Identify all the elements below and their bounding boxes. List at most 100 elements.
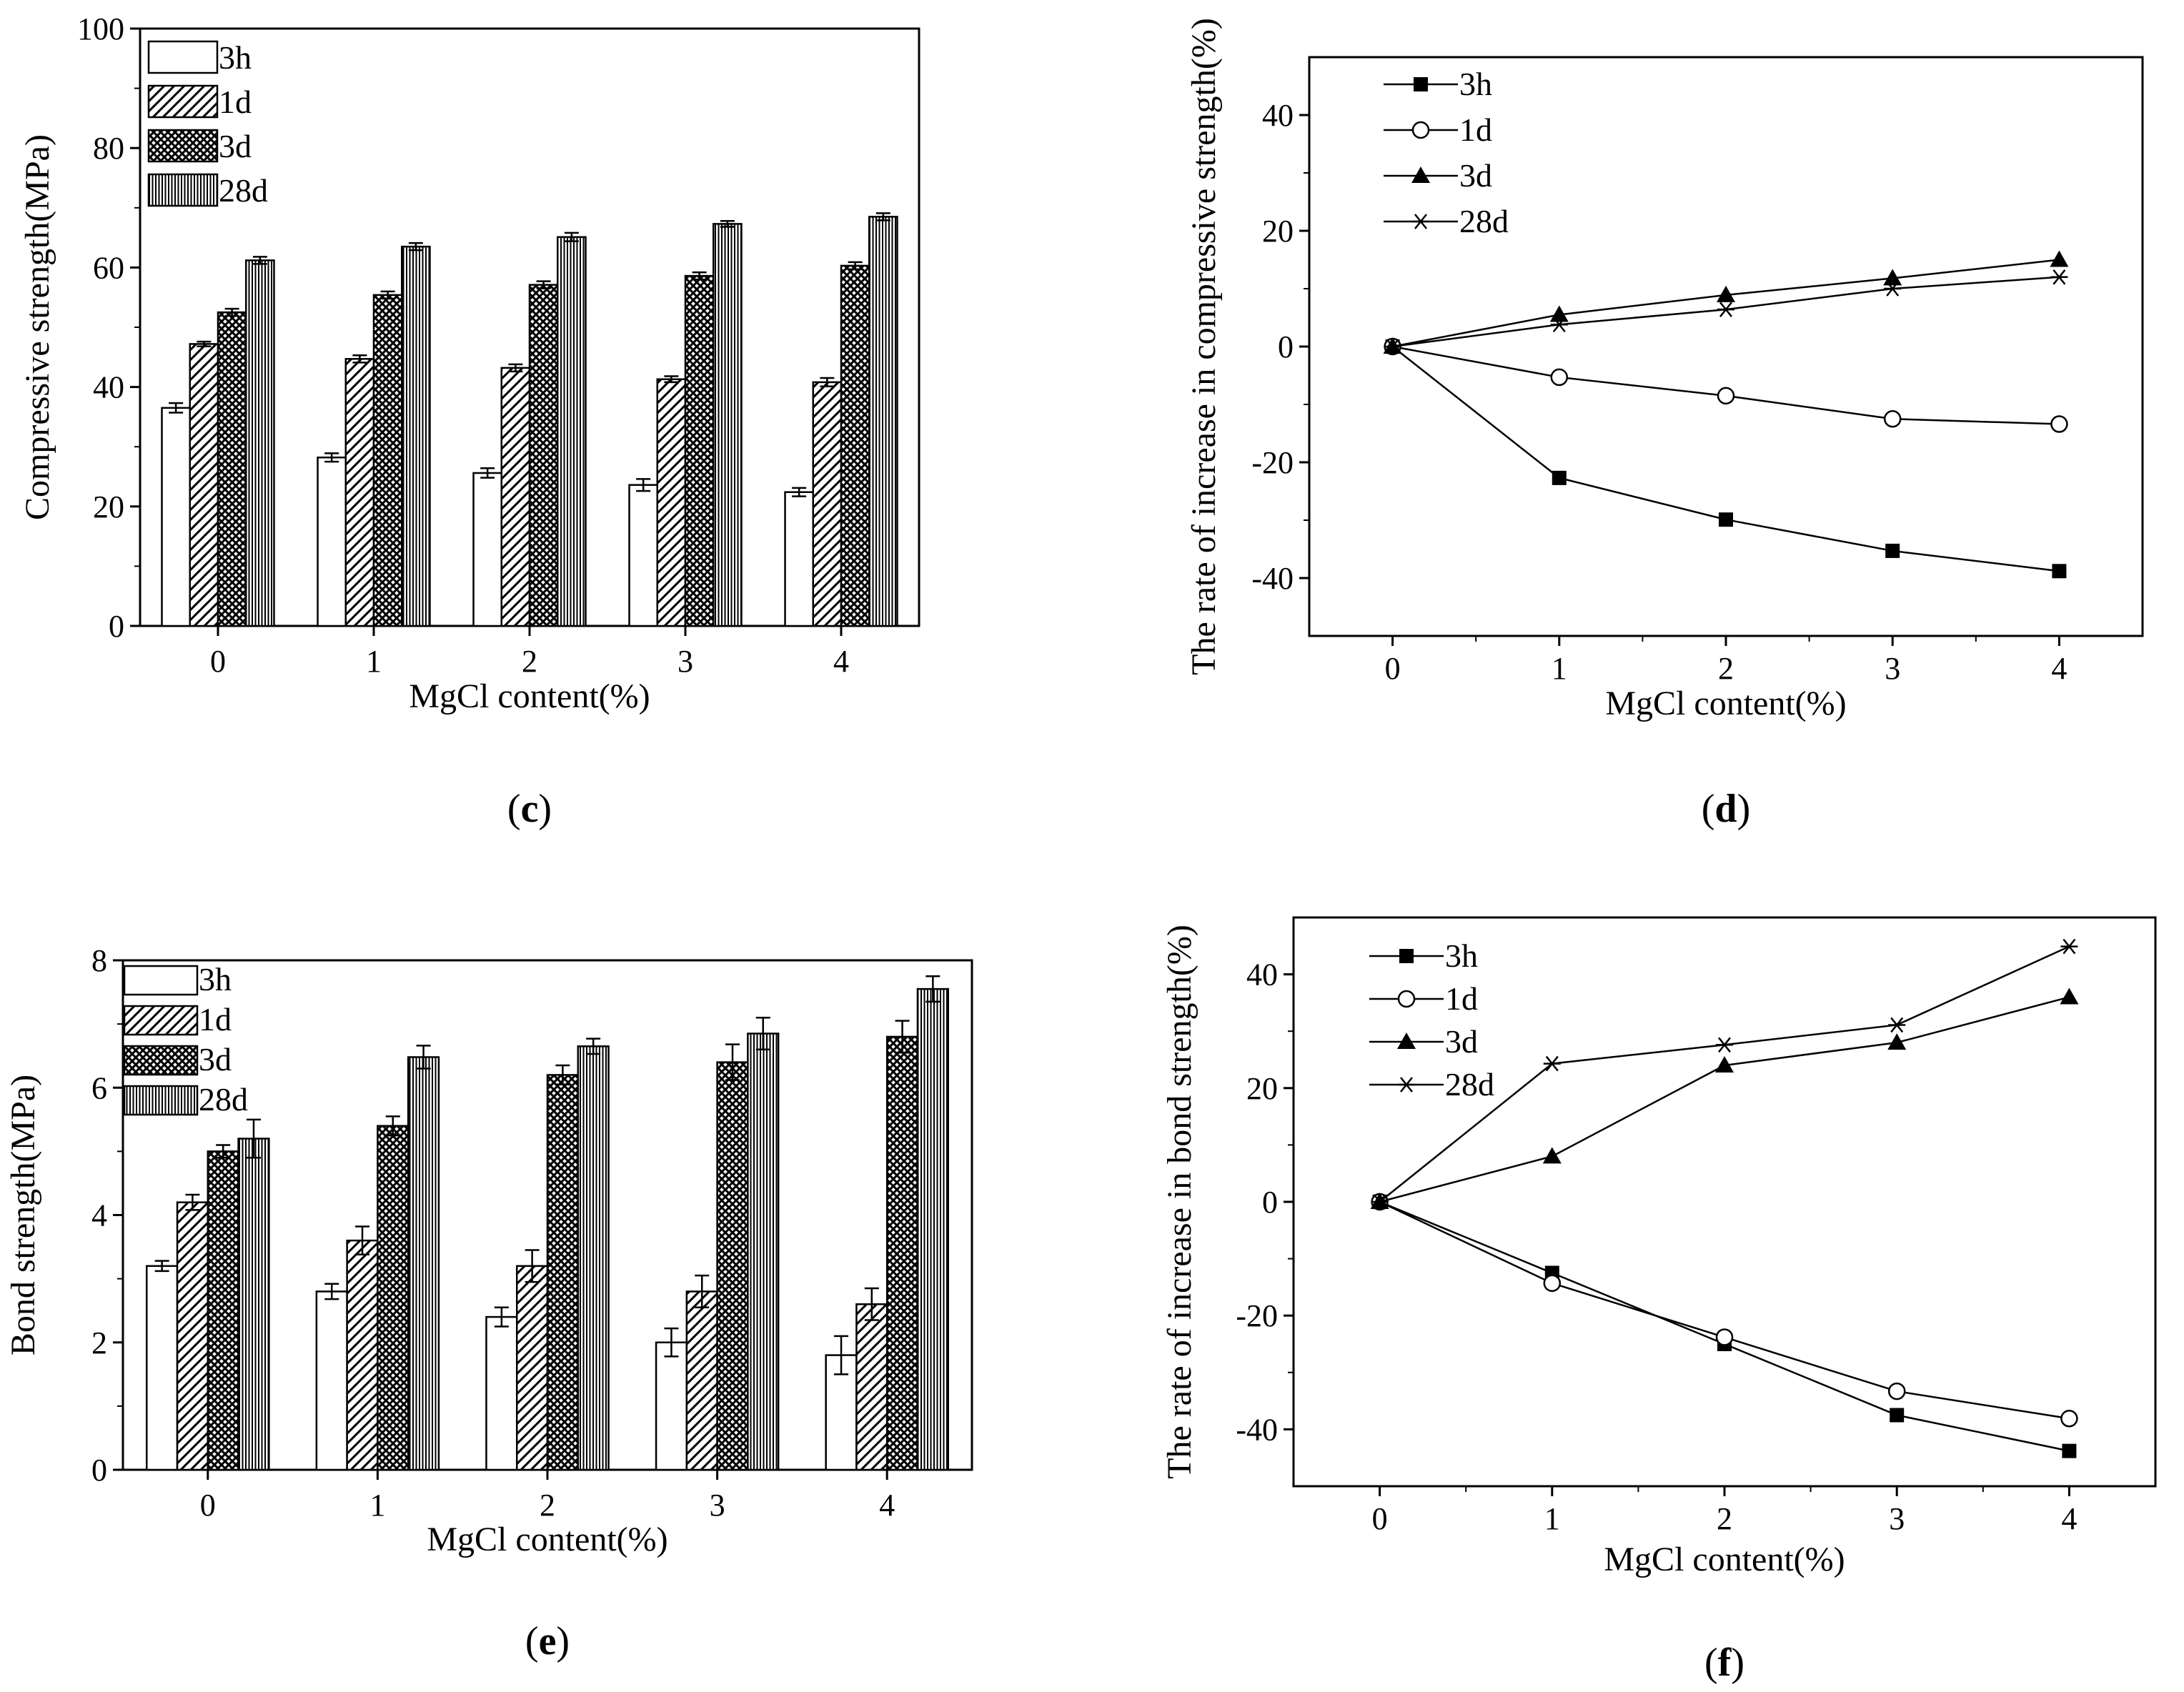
bar-3d — [207, 1150, 239, 1471]
series-line-1d — [1379, 1200, 2070, 1420]
bar-3d — [528, 284, 559, 627]
data-point-28d — [2050, 269, 2068, 285]
bar-3h — [628, 484, 659, 627]
bar-28d — [916, 987, 949, 1471]
data-point-28d — [1371, 1194, 1389, 1210]
plot-frame — [1308, 56, 2144, 637]
data-point-1d — [1543, 1274, 1562, 1293]
y-axis-title: Bond strength(MPa) — [4, 1075, 42, 1355]
error-bar — [408, 242, 423, 252]
bar-3d — [885, 1035, 919, 1471]
error-bar — [224, 307, 239, 317]
bar-3d — [217, 311, 247, 627]
error-bar — [246, 1118, 261, 1159]
data-point-28d — [1884, 281, 1902, 297]
x-tick-label: 3 — [1885, 651, 1900, 686]
data-point-1d — [1887, 1382, 1906, 1400]
error-bar — [385, 1115, 400, 1137]
x-axis-title: MgCl content(%) — [409, 677, 650, 715]
legend-marker-3h — [1399, 949, 1414, 963]
x-tick-label: 4 — [2061, 1501, 2077, 1536]
y-tick-label: 0 — [1278, 329, 1294, 364]
bar-28d — [244, 259, 275, 627]
bar-1d — [344, 358, 375, 627]
error-bar — [755, 1016, 770, 1051]
legend-swatch-3h — [147, 40, 219, 74]
data-point-1d — [1550, 368, 1569, 387]
legend-marker-1d — [1411, 121, 1430, 139]
panel-label: (d) — [1702, 787, 1750, 831]
y-tick-label: 2 — [91, 1325, 107, 1360]
bar-3h — [784, 491, 815, 627]
x-tick-label: 1 — [366, 644, 382, 679]
legend-label: 3d — [1445, 1023, 1478, 1060]
series-28d — [1384, 269, 2068, 354]
y-tick-label: 0 — [91, 1453, 107, 1488]
error-bar — [820, 377, 835, 388]
y-tick-label: 8 — [91, 943, 107, 978]
legend-swatch-3d — [147, 129, 219, 163]
chart-d: MgCl content(%) The rate of increase in c… — [1185, 18, 2144, 831]
legend-label: 1d — [1445, 980, 1478, 1017]
legend-label: 3h — [1445, 937, 1478, 974]
bar-28d — [868, 216, 898, 627]
y-axis-title: Compressive strength(MPa) — [19, 134, 56, 520]
x-axis-title: MgCl content(%) — [1605, 685, 1846, 722]
error-bar — [508, 363, 523, 373]
error-bar — [216, 1144, 231, 1159]
y-axis-title: The rate of increase in bond strength(%) — [1161, 925, 1198, 1479]
y-tick-label: 40 — [1262, 98, 1294, 133]
y-tick-label: 40 — [1246, 957, 1278, 992]
x-tick-label: 1 — [1552, 651, 1567, 686]
data-point-3d — [1887, 1033, 1907, 1050]
data-point-28d — [1888, 1017, 1906, 1033]
error-bar — [664, 375, 679, 384]
bar-28d — [556, 236, 587, 627]
bar-1d — [685, 1290, 718, 1471]
bar-3d — [684, 274, 715, 627]
y-tick-label: 4 — [91, 1198, 107, 1233]
legend-label: 3h — [199, 961, 232, 997]
bar-1d — [515, 1265, 549, 1471]
legend-swatch-3d — [123, 1045, 199, 1076]
legend-marker-3h — [1414, 77, 1428, 91]
y-tick-label: 60 — [93, 250, 124, 285]
bar-1d — [812, 381, 843, 627]
x-tick-label: 4 — [2051, 651, 2067, 686]
error-bar — [725, 1043, 740, 1081]
plot-frame — [1292, 916, 2157, 1488]
data-point-28d — [1717, 302, 1734, 317]
y-tick-label: 0 — [1262, 1185, 1278, 1220]
bar-3h — [161, 407, 192, 627]
series-1d — [1384, 337, 2068, 433]
x-tick-label: 2 — [540, 1488, 555, 1523]
data-point-3d — [2060, 987, 2079, 1005]
data-point-3h — [1552, 470, 1567, 485]
data-point-28d — [2060, 938, 2078, 955]
error-bar — [848, 261, 863, 271]
x-tick-label: 1 — [369, 1488, 385, 1523]
data-point-28d — [1384, 339, 1401, 354]
error-bar — [664, 1327, 679, 1358]
error-bar — [564, 232, 579, 242]
legend-swatch-1d — [147, 84, 219, 119]
series-28d — [1371, 938, 2078, 1210]
error-bar — [352, 354, 367, 364]
data-point-28d — [1543, 1055, 1561, 1072]
data-point-1d — [1883, 410, 1902, 428]
y-tick-label: 6 — [91, 1070, 107, 1105]
x-tick-label: 0 — [1385, 651, 1401, 686]
bar-3h — [317, 456, 347, 627]
legend-marker-1d — [1397, 990, 1416, 1008]
x-tick-label: 0 — [210, 644, 226, 679]
data-point-1d — [2060, 1410, 2078, 1428]
error-bar — [416, 1045, 431, 1070]
bar-3d — [372, 294, 403, 627]
data-point-3d — [1883, 269, 1902, 286]
legend-label: 3d — [199, 1041, 232, 1078]
legend-marker-3d — [1397, 1032, 1416, 1049]
bar-3d — [840, 264, 870, 627]
